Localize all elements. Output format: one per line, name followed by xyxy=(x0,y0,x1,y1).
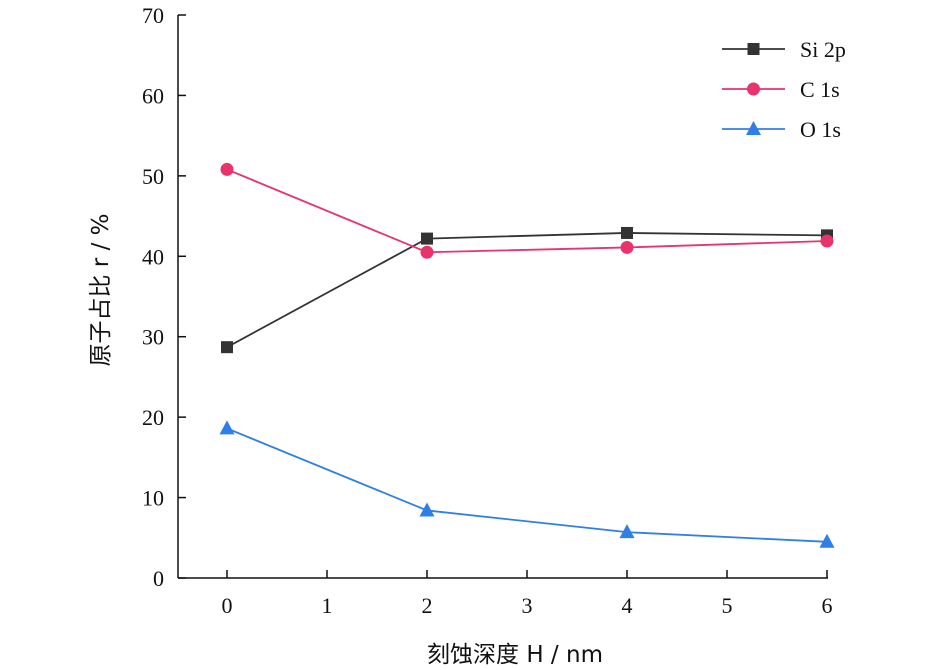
y-ticks: 0 10 20 30 40 50 60 70 xyxy=(142,3,186,591)
data-point-o-1s xyxy=(819,533,835,548)
legend-item-c-1s: C 1s xyxy=(722,77,840,102)
y-tick-label: 10 xyxy=(142,486,164,511)
series-c-1s xyxy=(220,162,834,259)
legend-label: O 1s xyxy=(800,117,841,142)
legend: Si 2p C 1s O 1s xyxy=(722,37,846,142)
y-tick-label: 60 xyxy=(142,83,164,108)
data-point-si-2p xyxy=(621,226,633,239)
legend-marker xyxy=(747,43,760,55)
data-point-o-1s xyxy=(619,524,635,539)
x-tick-label: 6 xyxy=(822,593,833,618)
data-point-si-2p xyxy=(221,341,233,354)
series-line-o-1s xyxy=(226,427,828,543)
x-tick-label: 4 xyxy=(622,593,633,618)
series-line-c-1s xyxy=(226,168,828,254)
x-tick-label: 0 xyxy=(222,593,233,618)
data-point-c-1s xyxy=(420,245,434,259)
data-point-c-1s xyxy=(820,234,834,248)
series-line-si-2p xyxy=(226,232,828,348)
y-tick-label: 0 xyxy=(153,566,164,591)
legend-marker xyxy=(747,82,760,96)
legend-item-si-2p: Si 2p xyxy=(722,37,846,62)
axes xyxy=(177,15,828,579)
x-tick-label: 3 xyxy=(522,593,533,618)
legend-label: Si 2p xyxy=(800,37,846,62)
series-o-1s xyxy=(219,420,835,548)
x-ticks: 0 1 2 3 4 5 6 xyxy=(222,570,833,618)
data-point-si-2p xyxy=(421,232,433,245)
x-tick-label: 2 xyxy=(422,593,433,618)
legend-item-o-1s: O 1s xyxy=(722,117,841,142)
legend-marker xyxy=(746,121,761,135)
y-tick-label: 70 xyxy=(142,3,164,28)
y-tick-label: 40 xyxy=(142,244,164,269)
x-tick-label: 1 xyxy=(322,593,333,618)
x-axis-title: 刻蚀深度 H / nm xyxy=(427,642,603,668)
legend-label: C 1s xyxy=(800,77,840,102)
data-point-c-1s xyxy=(220,162,234,176)
y-tick-label: 20 xyxy=(142,405,164,430)
y-axis-title: 原子占比 r / % xyxy=(88,214,114,367)
data-point-o-1s xyxy=(419,502,435,517)
data-point-c-1s xyxy=(620,240,634,254)
data-point-o-1s xyxy=(219,420,235,435)
series-si-2p xyxy=(221,226,833,354)
y-tick-label: 30 xyxy=(142,325,164,350)
x-tick-label: 5 xyxy=(722,593,733,618)
y-tick-label: 50 xyxy=(142,164,164,189)
series-layer xyxy=(219,162,835,548)
